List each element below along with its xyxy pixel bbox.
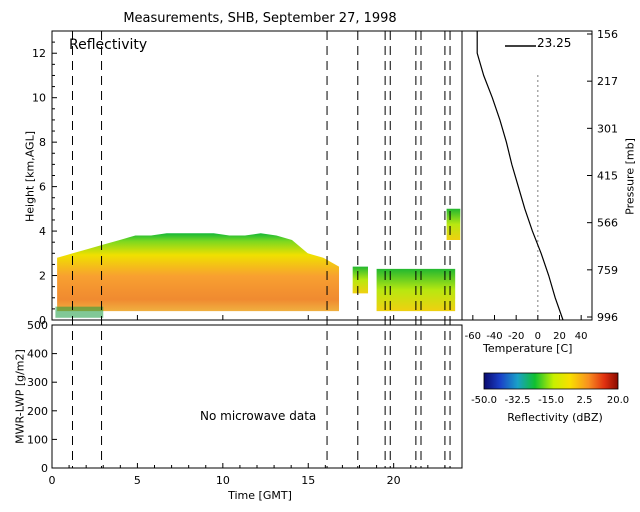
y-axis-label-pressure: Pressure [mb]: [623, 138, 637, 215]
panel-label: Reflectivity: [69, 37, 148, 53]
temperature-profile-line: [476, 31, 564, 321]
surface-temperature-annotation: 23.25: [537, 36, 572, 50]
colorbar-tick-label: 20.0: [607, 395, 629, 406]
echo-region: [57, 233, 339, 312]
temperature-profile-layer: [476, 31, 564, 321]
height-tick-label: 10: [32, 92, 46, 105]
reflectivity-colorbar: -50.0 -32.5 -15.0 2.5 20.0: [471, 372, 629, 406]
lwp-tick-label: 300: [27, 376, 48, 389]
pressure-tick-label: 156: [597, 28, 618, 41]
height-tick-label: 8: [39, 136, 46, 149]
pressure-tick-label: 301: [597, 122, 618, 135]
temperature-tick-label: -60: [465, 331, 481, 342]
colorbar-tick-label: -32.5: [505, 395, 531, 406]
echo-base-band: [55, 306, 104, 318]
height-tick-label: 0: [39, 314, 46, 327]
colorbar-tick-label: -15.0: [538, 395, 564, 406]
sounding-panel-frame: [461, 30, 593, 321]
time-tick-label: 5: [134, 474, 141, 487]
lwp-tick-label: 200: [27, 405, 48, 418]
pressure-tick-label: 217: [597, 75, 618, 88]
time-tick-label: 0: [49, 474, 56, 487]
pressure-tick-label: 415: [597, 170, 618, 183]
echo-region: [446, 208, 461, 240]
pressure-tick-label: 996: [597, 311, 618, 324]
lwp-tick-label: 0: [41, 462, 48, 475]
lwp-panel-frame: [51, 324, 463, 469]
time-tick-label: 15: [301, 474, 315, 487]
time-tick-label: 20: [387, 474, 401, 487]
height-tick-label: 12: [32, 47, 46, 60]
height-tick-label: 4: [39, 225, 46, 238]
no-data-text: No microwave data: [200, 409, 317, 423]
height-tick-label: 6: [39, 181, 46, 194]
pressure-tick-label: 759: [597, 264, 618, 277]
colorbar-gradient: [483, 372, 619, 390]
figure-title: Measurements, SHB, September 27, 1998: [123, 11, 397, 26]
temperature-tick-label: 20: [553, 331, 566, 342]
colorbar-label: Reflectivity (dBZ): [507, 411, 603, 424]
y-axis-label-lwp: MWR-LWP [g/m2]: [13, 349, 27, 444]
x-axis-label-temperature: Temperature [C]: [483, 342, 573, 355]
echo-region: [352, 266, 369, 294]
lwp-tick-label: 400: [27, 348, 48, 361]
pressure-tick-label: 566: [597, 217, 618, 230]
x-axis-label-time: Time [GMT]: [228, 489, 292, 502]
y-axis-label-height: Height [km,AGL]: [23, 131, 37, 223]
temperature-tick-label: 0: [535, 331, 541, 342]
temperature-tick-label: -20: [508, 331, 524, 342]
reflectivity-echo-layer: [55, 208, 461, 318]
lwp-tick-label: 100: [27, 433, 48, 446]
temperature-tick-label: -40: [486, 331, 502, 342]
time-tick-label: 10: [216, 474, 230, 487]
colorbar-tick-label: -50.0: [471, 395, 497, 406]
vertical-marker-lines: [72, 31, 451, 468]
temperature-tick-label: 40: [575, 331, 588, 342]
colorbar-tick-label: 2.5: [577, 395, 593, 406]
height-tick-label: 2: [39, 270, 46, 283]
lwp-tick-label: 500: [27, 319, 48, 332]
